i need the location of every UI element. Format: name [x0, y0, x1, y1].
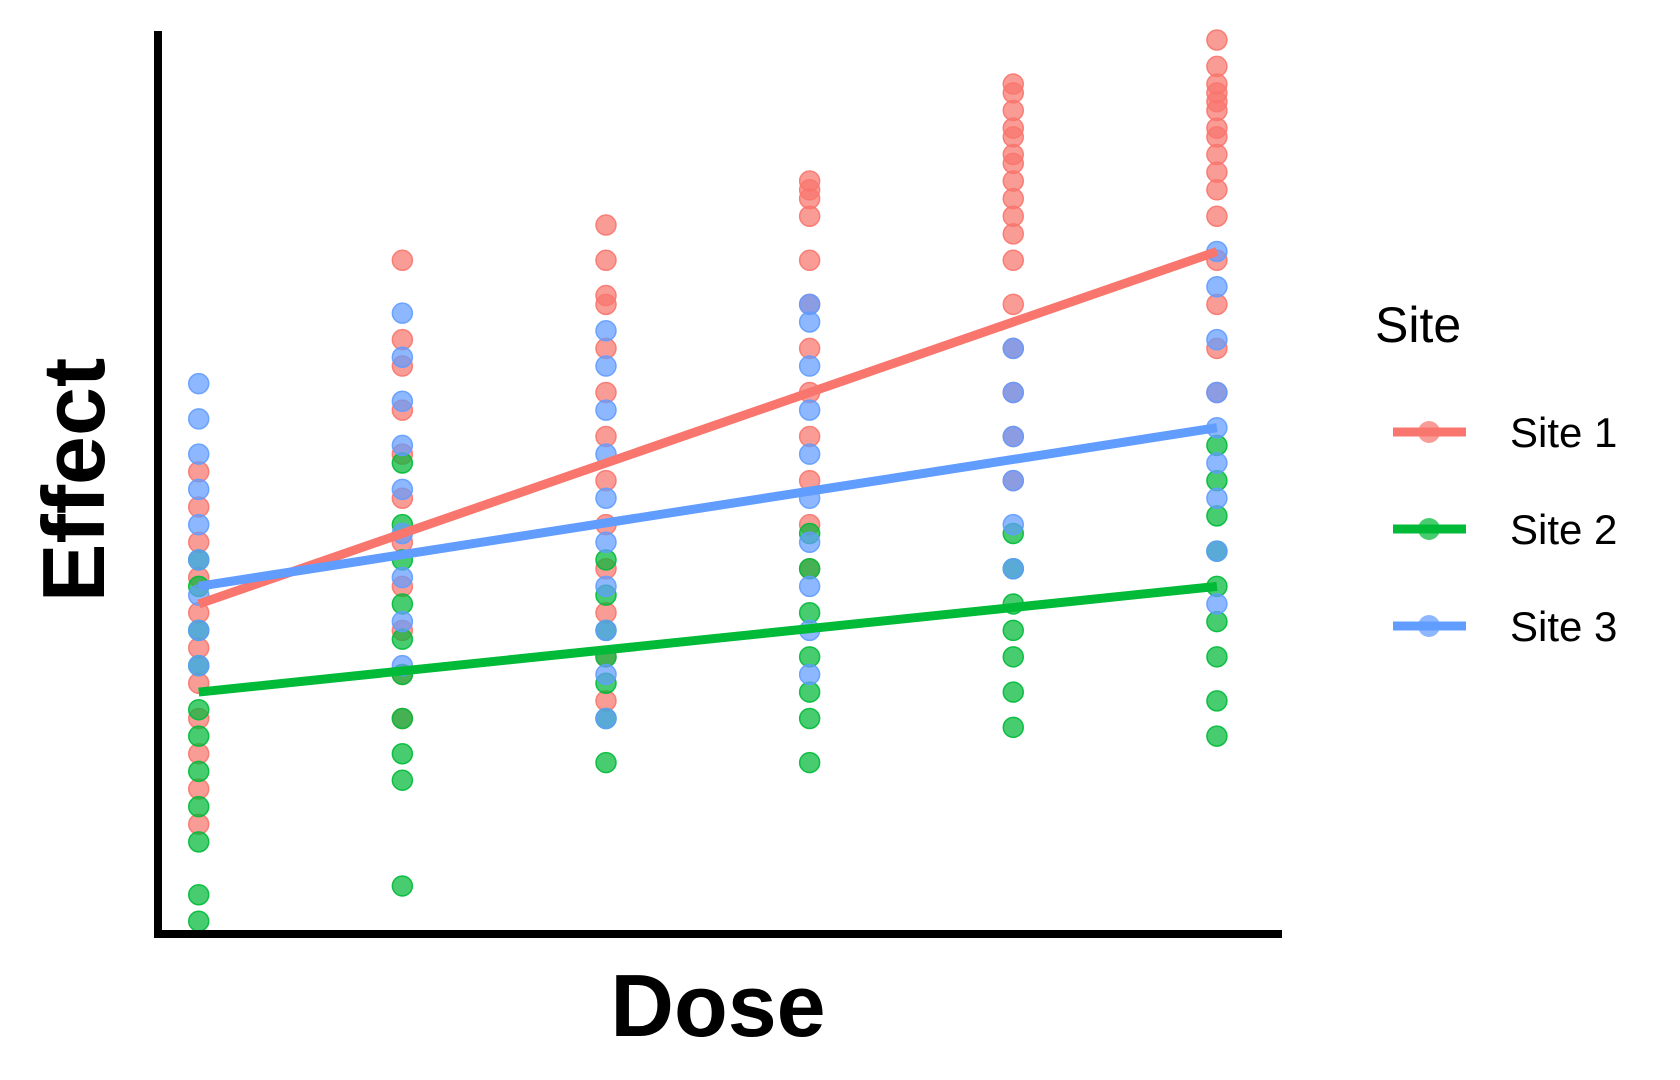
- site-2-trend-line: [198, 581, 1218, 697]
- site-2-point: [1002, 646, 1025, 668]
- site-3-point: [798, 575, 821, 598]
- site-1-point: [1206, 55, 1228, 78]
- site-2-point: [1002, 619, 1025, 642]
- legend-title: Site: [1375, 297, 1461, 353]
- site-3-point: [1206, 452, 1228, 474]
- site-3-point: [187, 549, 210, 571]
- legend-key-point: [1418, 421, 1440, 443]
- legend-item-site-1: Site 1: [1393, 409, 1617, 456]
- site-3-point: [595, 355, 617, 377]
- site-1-point: [595, 214, 617, 236]
- site-3-point: [391, 478, 414, 501]
- site-3-point: [187, 478, 210, 501]
- site-2-point: [1206, 725, 1228, 747]
- data-points: [187, 29, 1228, 932]
- site-3-point: [1002, 469, 1025, 492]
- site-3-point: [391, 346, 414, 368]
- legend-label: Site 2: [1510, 506, 1617, 553]
- x-axis-title: Dose: [610, 956, 825, 1055]
- site-3-point: [595, 487, 617, 509]
- site-2-point: [1002, 716, 1025, 739]
- site-3-point: [798, 443, 821, 465]
- site-1-point: [798, 249, 821, 272]
- site-3-point: [595, 399, 617, 421]
- site-2-point: [187, 725, 210, 747]
- site-3-point: [1002, 513, 1025, 536]
- legend-key-point: [1418, 518, 1440, 540]
- site-2-point: [187, 795, 210, 818]
- site-1-point: [391, 249, 414, 272]
- site-3-point: [595, 531, 617, 554]
- site-3-point: [1206, 328, 1228, 351]
- site-2-point: [391, 743, 414, 765]
- site-2-point: [391, 769, 414, 791]
- site-2-point: [187, 884, 210, 906]
- site-3-point: [595, 619, 617, 642]
- site-3-point: [1206, 381, 1228, 404]
- site-3-point: [595, 707, 617, 730]
- legend: Site Site 1 Site 2 Site 3: [1375, 297, 1617, 650]
- site-1-point: [595, 284, 617, 307]
- trend-lines: [197, 247, 1219, 697]
- site-1-point: [1206, 29, 1228, 51]
- site-2-point: [798, 751, 821, 774]
- site-2-point: [187, 910, 210, 932]
- site-2-point: [391, 875, 414, 897]
- site-3-trend-line: [198, 423, 1218, 591]
- site-3-point: [798, 399, 821, 421]
- site-3-point: [391, 566, 414, 589]
- site-2-point: [595, 751, 617, 774]
- site-2-point: [187, 698, 210, 721]
- legend-label: Site 3: [1510, 603, 1617, 650]
- site-2-point: [187, 760, 210, 783]
- site-3-point: [1002, 381, 1025, 404]
- site-3-point: [1206, 275, 1228, 298]
- site-3-point: [798, 355, 821, 377]
- site-3-point: [1206, 487, 1228, 509]
- site-1-point: [1206, 205, 1228, 227]
- site-3-point: [595, 320, 617, 342]
- site-3-point: [595, 575, 617, 598]
- site-3-point: [391, 610, 414, 633]
- site-1-trend-line: [197, 247, 1219, 609]
- site-2-point: [391, 707, 414, 730]
- site-2-point: [1002, 681, 1025, 703]
- site-3-point: [187, 619, 210, 642]
- site-1-point: [595, 249, 617, 272]
- site-3-point: [1002, 425, 1025, 448]
- site-3-point: [798, 663, 821, 686]
- legend-label: Site 1: [1510, 409, 1617, 456]
- site-1-point: [1002, 249, 1025, 272]
- site-3-point: [187, 372, 210, 395]
- site-2-point: [187, 831, 210, 853]
- site-3-point: [595, 663, 617, 686]
- site-2-point: [798, 707, 821, 730]
- site-3-point: [1206, 593, 1228, 615]
- site-2-point: [1206, 646, 1228, 668]
- site-3-point: [1002, 337, 1025, 360]
- legend-item-site-2: Site 2: [1393, 506, 1617, 553]
- site-1-point: [1002, 293, 1025, 316]
- site-3-point: [187, 408, 210, 430]
- site-3-point: [1002, 557, 1025, 580]
- site-2-point: [1206, 690, 1228, 712]
- site-3-point: [1206, 540, 1228, 562]
- site-3-point: [187, 513, 210, 536]
- site-3-point: [187, 654, 210, 677]
- site-1-point: [798, 170, 821, 192]
- site-1-point: [1002, 73, 1025, 95]
- site-3-point: [391, 390, 414, 413]
- site-3-point: [798, 531, 821, 554]
- site-3-point: [391, 302, 414, 324]
- site-3-point: [187, 443, 210, 465]
- y-axis-title: Effect: [24, 358, 123, 603]
- legend-item-site-3: Site 3: [1393, 603, 1617, 650]
- legend-key-point: [1418, 615, 1440, 637]
- site-3-point: [391, 434, 414, 457]
- site-3-point: [798, 293, 821, 316]
